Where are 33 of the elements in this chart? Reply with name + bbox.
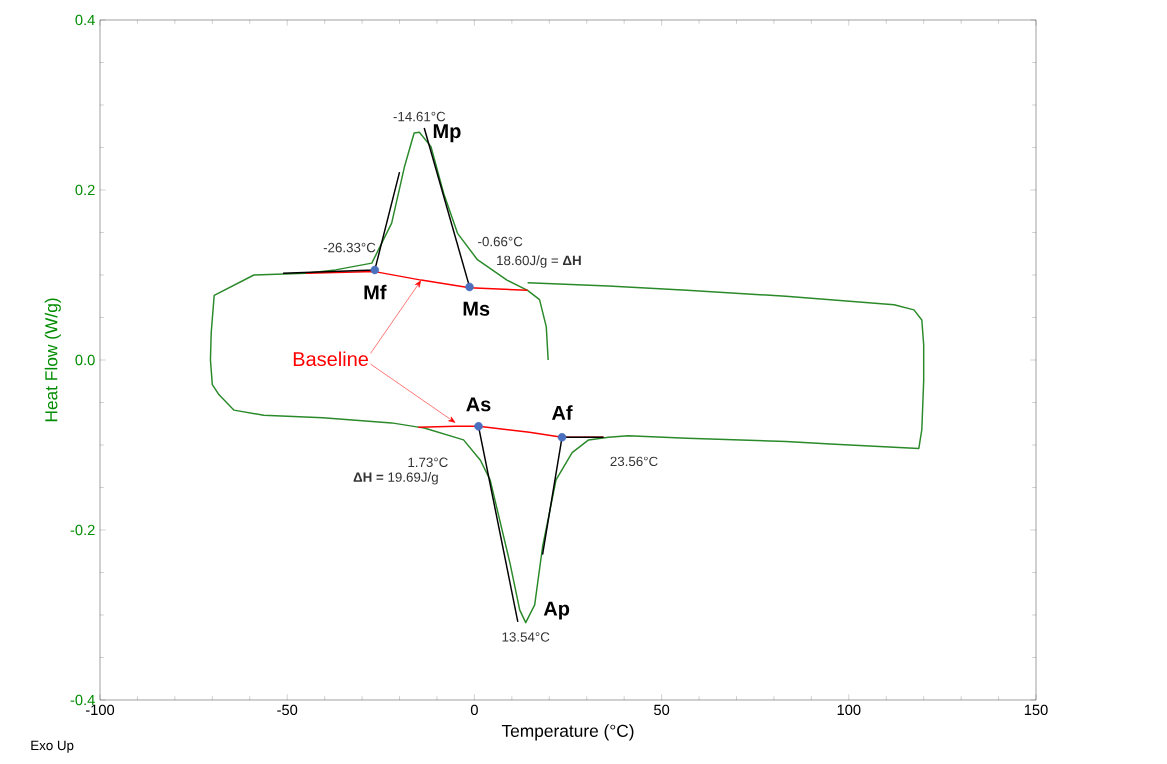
x-tick-label: 0 (470, 704, 478, 716)
annotation: As (466, 397, 491, 412)
point (370, 265, 380, 275)
y-axis-title: Heat Flow (W/g) (44, 298, 61, 422)
annotation: -26.33°C (323, 242, 376, 253)
point (557, 433, 567, 442)
annotation: Ms (463, 301, 490, 316)
annotation: 13.54°C (502, 632, 550, 642)
annotation: 18.60J/g = ΔH (497, 255, 581, 268)
text: Exo Up (31, 740, 74, 753)
point (474, 422, 483, 431)
x-tick-label: -100 (85, 704, 115, 716)
y-tick-label: -0.4 (70, 694, 95, 706)
annotation: Af (551, 405, 573, 420)
annotation: Mf (364, 284, 387, 300)
y-tick-label: -0.2 (70, 524, 95, 536)
annotation: -0.66°C (478, 236, 523, 247)
y-tick-label: 0.0 (75, 354, 95, 366)
annotation: Ap (543, 601, 570, 620)
x-tick-label: -50 (277, 704, 298, 716)
x-tick-label: 150 (1024, 704, 1048, 716)
annotation: -14.61°C (393, 111, 446, 122)
y-tick-label: 0.2 (75, 184, 95, 196)
annotation: Mp (433, 124, 461, 143)
annotation: 23.56°C (610, 456, 658, 467)
point (465, 282, 474, 292)
y-tick-label: 0.4 (75, 14, 95, 26)
annotation: ΔH = 19.69J/g (353, 472, 438, 485)
annotation: Baseline (293, 351, 369, 367)
x-tick-label: 50 (654, 704, 670, 716)
annotation: 1.73°C (408, 457, 448, 468)
x-tick-label: 100 (837, 704, 861, 716)
x-axis-title: Temperature (°C) (501, 724, 634, 741)
